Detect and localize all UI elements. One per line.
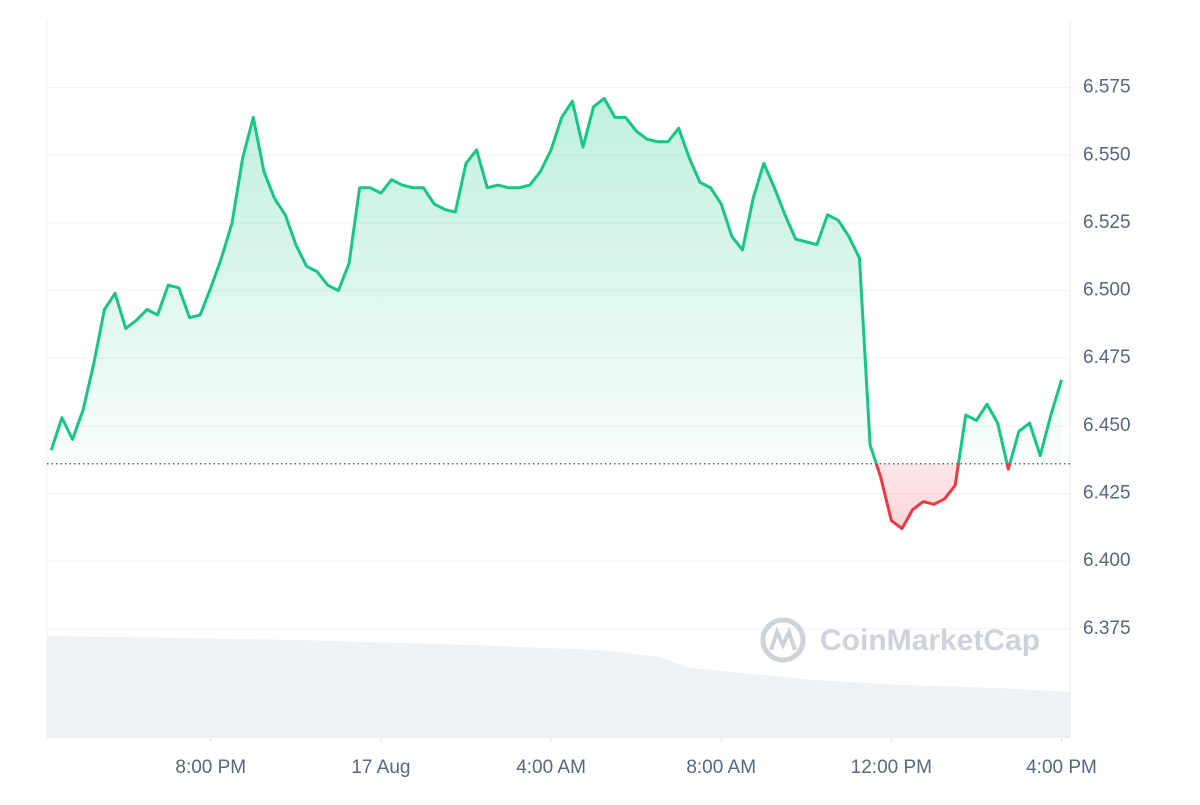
y-tick-label: 6.400 [1083,550,1131,571]
x-tick-label: 8:00 AM [686,757,756,778]
x-tick-label: 4:00 PM [1026,757,1097,778]
volume-area [47,636,1070,737]
y-tick-label: 6.375 [1083,618,1131,639]
x-tick-label: 12:00 PM [851,757,932,778]
y-tick-label: 6.425 [1083,483,1131,504]
watermark: CoinMarketCap [760,617,1040,663]
y-tick-label: 6.500 [1083,280,1131,301]
y-tick-label: 6.475 [1083,347,1131,368]
watermark-text: CoinMarketCap [820,624,1040,657]
y-tick-label: 6.450 [1083,415,1131,436]
x-tick-label: 17 Aug [351,757,410,778]
y-tick-label: 6.525 [1083,212,1131,233]
y-tick-label: 6.550 [1083,144,1131,165]
price-line [49,96,1063,531]
x-tick-label: 8:00 PM [175,757,246,778]
y-tick-label: 6.575 [1083,77,1131,98]
price-area [51,98,1062,529]
x-tick-label: 4:00 AM [516,757,586,778]
